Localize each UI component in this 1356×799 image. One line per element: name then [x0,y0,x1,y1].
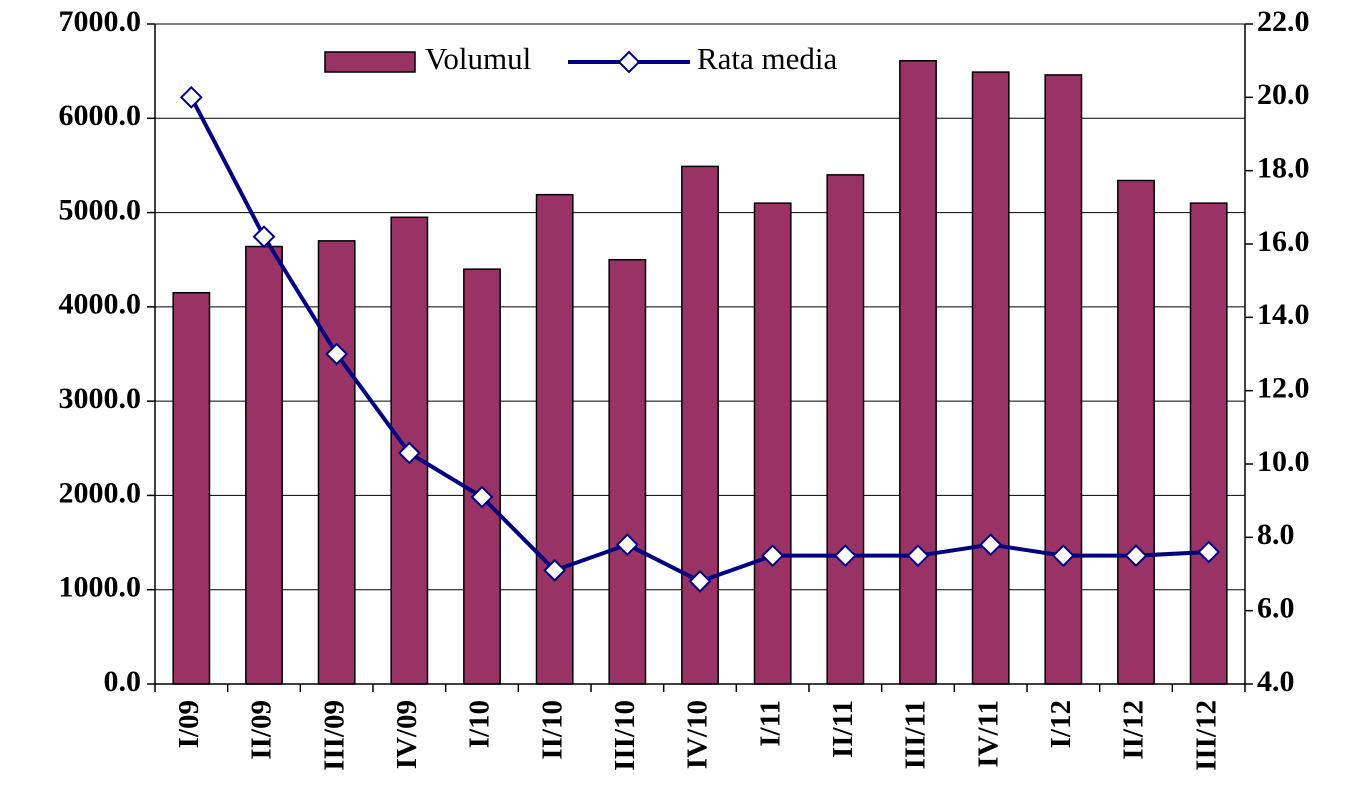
x-tick-label: II/09 [246,700,278,760]
marker [1124,544,1148,568]
y-tick-label: 5000.0 [59,193,142,226]
marker [833,544,857,568]
bar [245,245,283,685]
y-tick-label: 3000.0 [59,382,142,415]
bar [899,60,937,685]
bar [971,71,1010,685]
bar [535,193,574,685]
y2-tick-label: 20.0 [1257,78,1310,111]
x-tick-label: I/12 [1045,700,1077,748]
legend-label: Volumul [425,41,531,76]
marker [615,533,639,557]
y2-tick-label: 14.0 [1257,298,1310,331]
x-tick-label: II/11 [827,700,859,758]
x-tick-label: II/10 [536,700,568,760]
x-tick-label: I/11 [754,700,786,747]
y-tick-label: 2000.0 [59,476,142,509]
bar [463,268,501,685]
bar [172,291,211,685]
marker [325,342,349,366]
y2-tick-label: 16.0 [1257,225,1310,258]
y2-tick-label: 6.0 [1257,592,1295,625]
x-tick-label: I/10 [464,700,496,748]
bar [681,165,719,685]
bar [1044,74,1083,685]
marker [1197,540,1221,564]
bar [826,174,865,685]
legend-marker [617,50,641,74]
x-tick-label: III/12 [1190,700,1222,771]
marker [688,569,712,593]
x-tick-label: II/12 [1118,700,1150,760]
x-tick-label: I/09 [173,700,205,748]
bar [1189,202,1228,685]
y-tick-label: 7000.0 [59,5,142,38]
marker [906,544,930,568]
y2-tick-label: 22.0 [1257,5,1310,38]
bar [608,258,647,685]
x-tick-label: IV/10 [682,700,714,769]
bar [317,240,356,685]
marker [1051,544,1075,568]
legend-swatch [324,51,416,73]
y-tick-label: 1000.0 [59,571,142,604]
x-tick-label: III/09 [318,700,350,771]
y-tick-label: 6000.0 [59,99,142,132]
x-tick-label: III/10 [609,700,641,771]
y-tick-label: 0.0 [104,665,142,698]
y2-tick-label: 10.0 [1257,445,1310,478]
marker [179,85,203,109]
y2-tick-label: 4.0 [1257,665,1295,698]
marker [761,544,785,568]
y2-tick-label: 18.0 [1257,152,1310,185]
y2-tick-label: 8.0 [1257,518,1295,551]
marker [979,533,1003,557]
marker [543,558,567,582]
marker [252,225,276,249]
x-tick-label: IV/11 [972,700,1004,768]
marker [397,441,421,465]
y-tick-label: 4000.0 [59,288,142,321]
marker [470,485,494,509]
bar [753,202,792,685]
x-tick-label: III/11 [900,700,932,769]
bar [1117,179,1155,685]
legend-label: Rata media [697,41,838,76]
x-tick-label: IV/09 [391,700,423,769]
y2-tick-label: 12.0 [1257,372,1310,405]
